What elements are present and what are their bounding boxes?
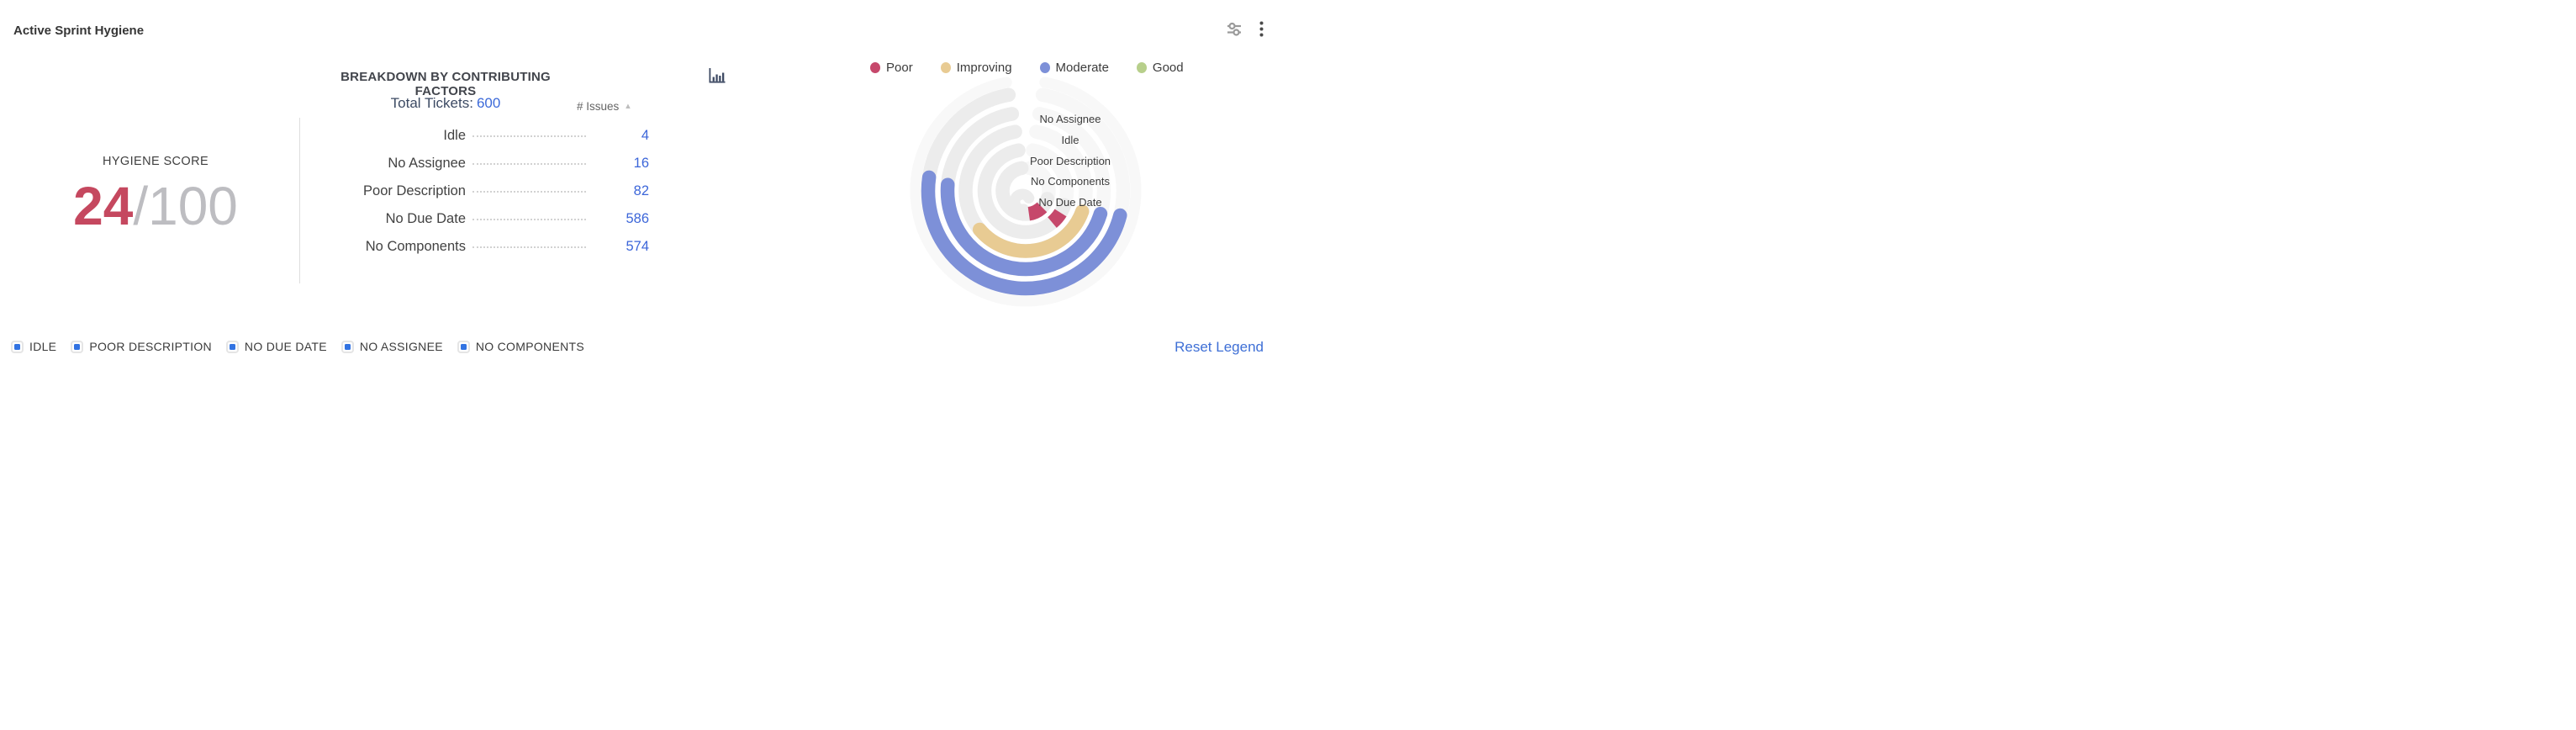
legend-toggle-poor-description[interactable]: POOR DESCRIPTION (71, 340, 212, 353)
legend-checkbox (457, 340, 470, 353)
radial-track-faint-no-components (1026, 143, 1074, 213)
sliders-icon (1227, 22, 1241, 36)
legend-checkbox-fill (344, 343, 351, 350)
more-options-button[interactable] (1259, 21, 1264, 37)
active-sprint-hygiene-widget: Active Sprint Hygiene HYGIENE SCORE 24/1… (0, 0, 1288, 365)
status-dot-moderate (1039, 62, 1050, 73)
issues-column-header[interactable]: # Issues ▲ (577, 100, 632, 113)
legend-checkbox-fill (74, 343, 81, 350)
radial-arc-poor-description[interactable] (972, 204, 1090, 258)
radial-arc-idle[interactable] (940, 177, 1108, 277)
legend-checkbox (340, 340, 354, 353)
legend-label: NO DUE DATE (244, 340, 327, 353)
hygiene-score-label: HYGIENE SCORE (102, 155, 209, 168)
total-tickets-label: Total Tickets: (390, 95, 473, 111)
radial-ring-label-no-components: No Components (1031, 175, 1110, 188)
display-settings-button[interactable] (1227, 22, 1242, 37)
factor-rows: Idle 4 No Assignee 16 Poor Description 82 No D… (311, 122, 649, 261)
status-label: Poor (886, 61, 913, 75)
series-legend: IDLE POOR DESCRIPTION NO DUE DATE NO ASSIGN… (11, 338, 584, 355)
total-tickets-value-link[interactable]: 600 (476, 95, 501, 111)
status-label: Moderate (1055, 61, 1109, 75)
total-tickets: Total Tickets: 600 (311, 95, 580, 112)
legend-checkbox-fill (460, 343, 467, 350)
factor-row-poor-description: Poor Description 82 (311, 177, 649, 205)
radial-track-faint-idle (1032, 107, 1111, 225)
radial-arc-no-components[interactable] (1047, 209, 1067, 228)
status-dot-improving (940, 62, 951, 73)
factor-count-link[interactable]: 574 (626, 239, 649, 254)
dotted-leader (472, 190, 586, 193)
factor-label: No Due Date (385, 211, 466, 226)
status-dot-good (1136, 62, 1147, 73)
radial-ring-label-idle: Idle (1061, 133, 1079, 146)
radial-arc-no-due-date[interactable] (1027, 202, 1048, 221)
header-actions (1227, 21, 1264, 37)
status-label: Improving (956, 61, 1012, 75)
legend-label: NO COMPONENTS (475, 340, 584, 353)
factor-count-link[interactable]: 82 (633, 183, 649, 198)
reset-legend-link[interactable]: Reset Legend (1175, 339, 1264, 355)
legend-toggle-no-assignee[interactable]: NO ASSIGNEE (340, 340, 443, 353)
status-dot-poor (870, 62, 880, 73)
outer-faint-track (910, 77, 1142, 307)
widget-title: Active Sprint Hygiene (13, 24, 145, 38)
factor-label: No Assignee (388, 156, 466, 171)
radial-track-faint-no-assignee (1035, 87, 1131, 231)
bar-chart-icon (709, 68, 726, 83)
factor-row-no-components: No Components 574 (311, 233, 649, 261)
bar-chart-view-button[interactable] (709, 67, 726, 88)
legend-toggle-no-components[interactable]: NO COMPONENTS (457, 340, 584, 353)
radial-chart: No Assignee Idle Poor Description No Compon… (900, 69, 1152, 321)
dotted-leader (472, 162, 586, 165)
radial-ring-label-no-assignee: No Assignee (1039, 112, 1101, 125)
status-legend-item-poor: Poor (870, 61, 913, 75)
legend-label: IDLE (29, 340, 57, 353)
section-divider (299, 118, 300, 283)
legend-checkbox (71, 340, 84, 353)
radial-track-no-components (977, 143, 1072, 240)
factor-count-link[interactable]: 586 (626, 211, 649, 226)
legend-label: POOR DESCRIPTION (89, 340, 212, 353)
issues-header-label: # Issues (577, 100, 620, 113)
legend-checkbox-fill (14, 343, 20, 350)
radial-track-faint-poor-description (1029, 124, 1093, 219)
status-legend-item-moderate: Moderate (1039, 61, 1109, 75)
radial-ring-label-poor-description: Poor Description (1029, 155, 1111, 167)
radial-arc-no-assignee[interactable] (921, 170, 1127, 296)
legend-checkbox (225, 340, 239, 353)
status-legend-item-improving: Improving (940, 61, 1012, 75)
legend-checkbox-fill (229, 343, 235, 350)
factor-row-no-assignee: No Assignee 16 (311, 150, 649, 177)
dotted-leader (472, 135, 586, 137)
factor-row-idle: Idle 4 (311, 122, 649, 150)
radial-ring-label-no-due-date: No Due Date (1038, 195, 1102, 209)
kebab-menu-icon (1259, 21, 1264, 37)
hygiene-score: 24/100 (50, 179, 261, 233)
legend-toggle-idle[interactable]: IDLE (11, 340, 56, 353)
breakdown-title: BREAKDOWN BY CONTRIBUTING FACTORS (340, 70, 551, 98)
status-legend: Poor Improving Moderate Good (870, 61, 1184, 75)
factor-count-link[interactable]: 4 (641, 128, 649, 143)
status-legend-item-good: Good (1136, 61, 1184, 75)
factor-row-no-due-date: No Due Date 586 (311, 205, 649, 233)
spiral-center-curl (1009, 188, 1035, 215)
legend-label: NO ASSIGNEE (359, 340, 443, 353)
factor-label: Idle (443, 128, 466, 143)
sort-ascending-icon: ▲ (624, 102, 632, 111)
factor-count-link[interactable]: 16 (633, 156, 649, 171)
legend-toggle-no-due-date[interactable]: NO DUE DATE (225, 340, 327, 353)
score-current-value: 24 (73, 176, 134, 236)
legend-checkbox (11, 340, 24, 353)
factor-label: No Components (365, 239, 466, 254)
score-max-value: /100 (133, 176, 238, 236)
dotted-leader (472, 246, 586, 248)
dotted-leader (472, 218, 586, 220)
factor-label: Poor Description (363, 183, 466, 198)
status-label: Good (1152, 61, 1184, 75)
